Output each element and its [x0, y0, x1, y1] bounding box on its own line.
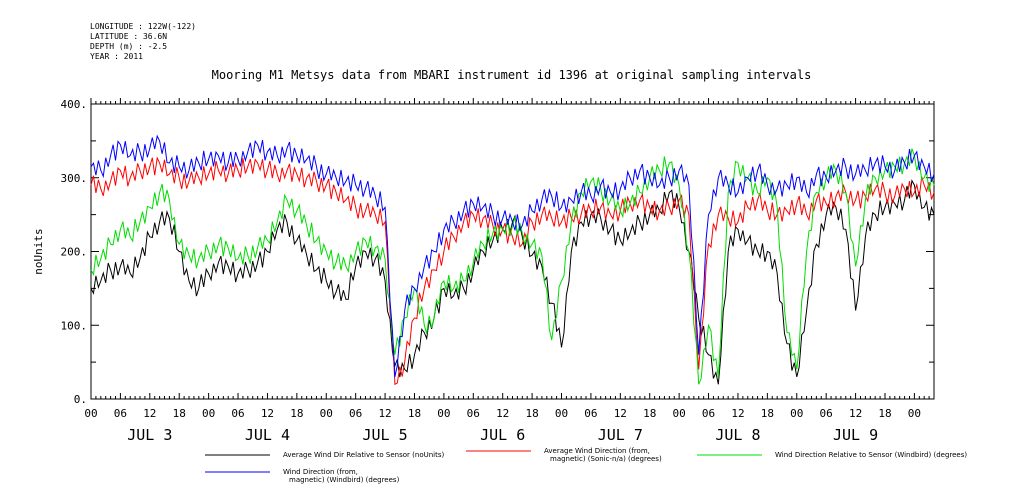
series-line-2	[90, 156, 935, 386]
x-hour-label: 00	[673, 407, 686, 420]
chart-title-row: Mooring M1 Metsys data from MBARI instru…	[0, 68, 1009, 82]
legend-label: Wind Direction Relative to Sensor (Windb…	[775, 451, 967, 459]
x-hour-label: 18	[408, 407, 421, 420]
x-hour-label: 12	[849, 407, 862, 420]
x-hour-label: 18	[173, 407, 186, 420]
x-hour-label: 06	[114, 407, 127, 420]
x-day-label: JUL 7	[598, 426, 643, 444]
x-hour-label: 12	[731, 407, 744, 420]
x-hour-label: 06	[820, 407, 833, 420]
series-line-1	[90, 179, 935, 385]
x-hour-label: 00	[202, 407, 215, 420]
y-tick-label: 400.	[61, 98, 88, 111]
x-hour-label: 06	[467, 407, 480, 420]
x-hour-label: 18	[761, 407, 774, 420]
longitude-text: LONGITUDE : 122W(-122)	[90, 22, 196, 31]
y-tick-label: 100.	[61, 319, 88, 332]
x-day-label: JUL 4	[245, 426, 290, 444]
x-hour-label: 12	[378, 407, 391, 420]
x-hour-label: 12	[143, 407, 156, 420]
x-hour-label: 00	[908, 407, 921, 420]
legend-label-line2: magnetic) (Windbird) (degrees)	[289, 476, 400, 484]
x-day-label: JUL 8	[715, 426, 760, 444]
x-hour-label: 00	[555, 407, 568, 420]
x-day-label: JUL 6	[480, 426, 525, 444]
y-tick-label: 0.	[74, 393, 87, 406]
y-axis-label: noUnits	[32, 228, 45, 274]
x-hour-label: 06	[231, 407, 244, 420]
x-hour-label: 18	[525, 407, 538, 420]
x-hour-label: 06	[349, 407, 362, 420]
x-hour-label: 18	[643, 407, 656, 420]
x-hour-label: 12	[614, 407, 627, 420]
legend-label: Average Wind Dir Relative to Sensor (noU…	[283, 451, 444, 459]
metadata-block: LONGITUDE : 122W(-122) LATITUDE : 36.6N …	[90, 22, 196, 62]
x-hour-label: 00	[320, 407, 333, 420]
depth-text: DEPTH (m) : -2.5	[90, 42, 168, 51]
x-hour-label: 06	[584, 407, 597, 420]
legend-label-line2: magnetic) (Sonic-n/a) (degrees)	[550, 455, 662, 463]
legend-label: Average Wind Direction (from,	[544, 447, 650, 455]
y-tick-label: 300.	[61, 172, 88, 185]
x-day-label: JUL 3	[127, 426, 172, 444]
x-hour-label: 18	[878, 407, 891, 420]
x-day-label: JUL 9	[833, 426, 878, 444]
chart-title: Mooring M1 Metsys data from MBARI instru…	[211, 68, 812, 82]
latitude-text: LATITUDE : 36.6N	[90, 32, 168, 41]
x-hour-label: 12	[496, 407, 509, 420]
series-line-4	[90, 134, 935, 378]
year-text: YEAR : 2011	[90, 52, 143, 61]
x-day-label: JUL 5	[362, 426, 407, 444]
x-hour-label: 00	[790, 407, 803, 420]
x-hour-label: 18	[290, 407, 303, 420]
plot-frame	[90, 103, 935, 400]
x-hour-label: 00	[84, 407, 97, 420]
legend-label: Wind Direction (from,	[283, 468, 358, 476]
x-hour-label: 06	[702, 407, 715, 420]
series-line-3	[90, 148, 935, 385]
y-tick-label: 200.	[61, 246, 88, 259]
x-hour-label: 00	[437, 407, 450, 420]
x-hour-label: 12	[261, 407, 274, 420]
